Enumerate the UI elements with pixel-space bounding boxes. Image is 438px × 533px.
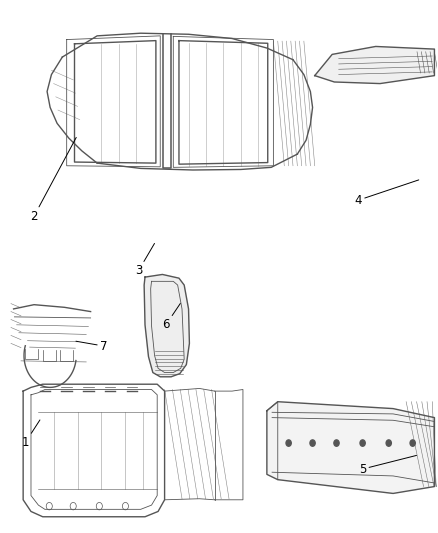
Circle shape [310,440,315,446]
Text: 2: 2 [30,138,76,223]
Text: 7: 7 [76,340,107,352]
Text: 5: 5 [359,455,417,475]
Polygon shape [315,46,434,84]
Circle shape [386,440,391,446]
Text: 4: 4 [354,180,419,207]
Circle shape [410,440,415,446]
Polygon shape [267,402,434,494]
Circle shape [286,440,291,446]
Circle shape [334,440,339,446]
Polygon shape [144,274,189,377]
Text: 3: 3 [135,244,155,277]
Text: 6: 6 [162,303,180,332]
Circle shape [360,440,365,446]
Text: 1: 1 [21,420,40,449]
